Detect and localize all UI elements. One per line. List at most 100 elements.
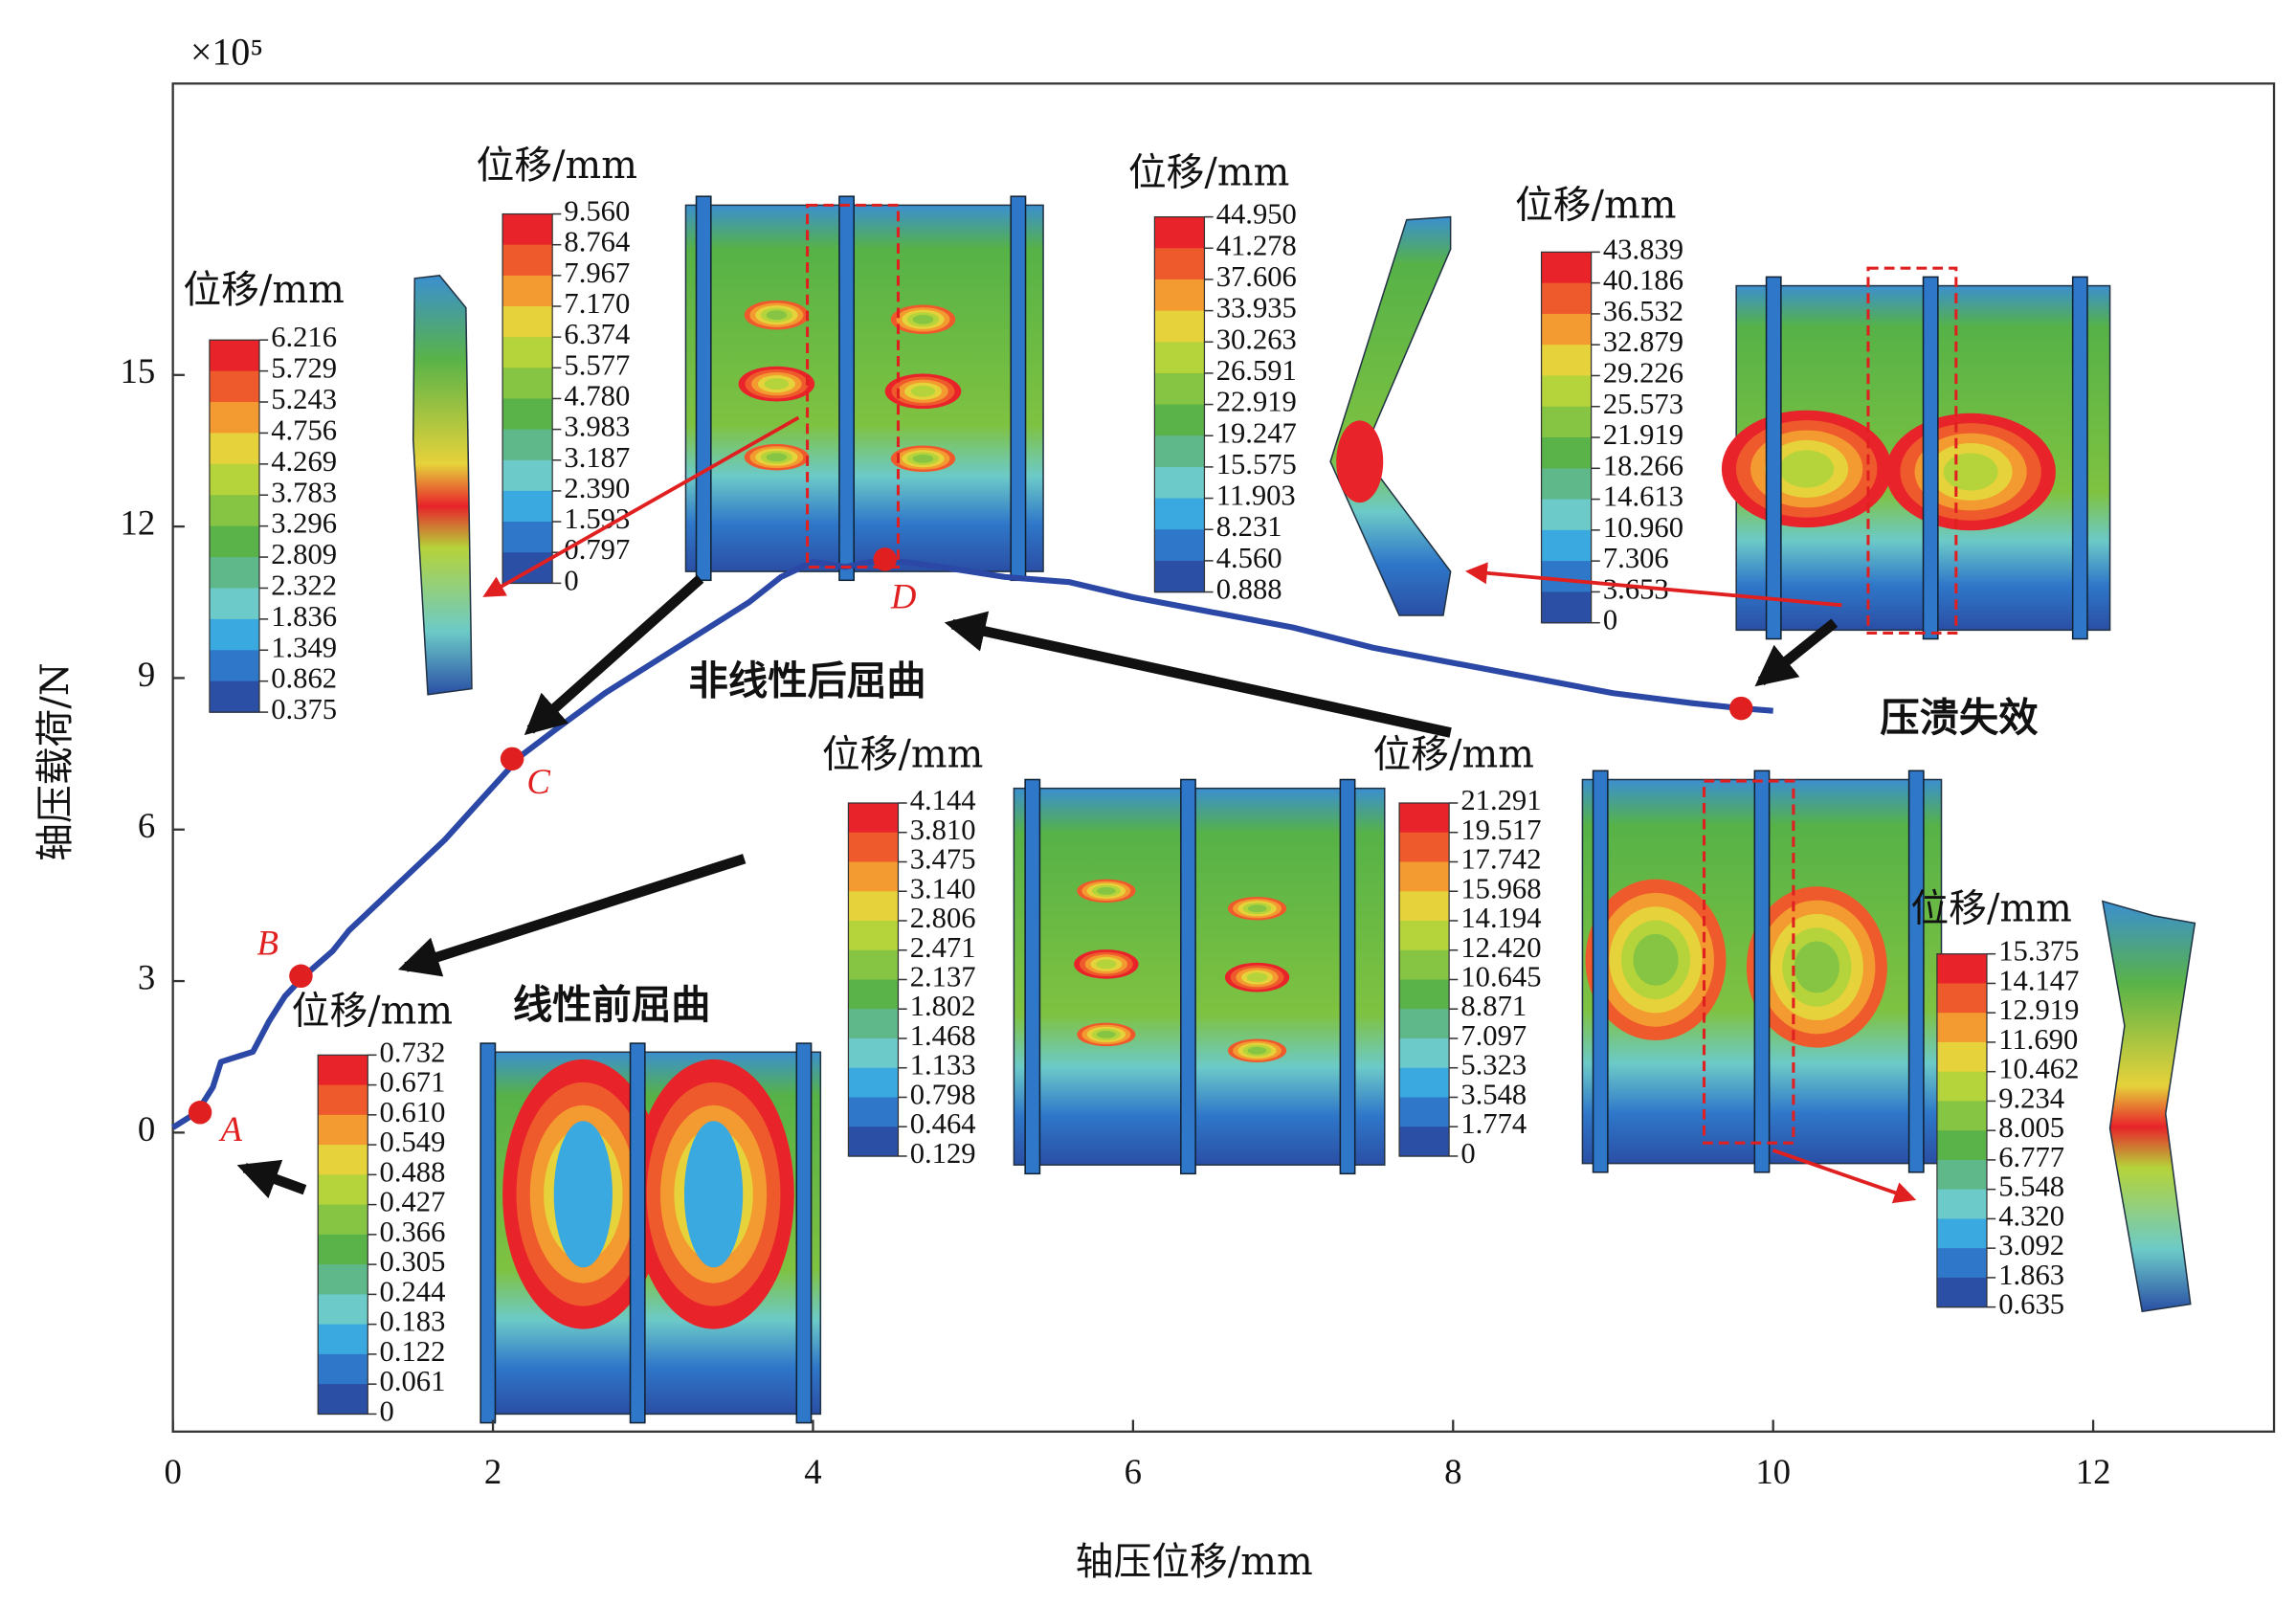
axis-multiplier: ×10⁵ — [190, 31, 263, 73]
stiffener — [695, 195, 712, 582]
colorbars: 位移/mm 6.2165.7295.2434.7564.2693.7833.296… — [183, 144, 2079, 1427]
colorbar-label: 5.323 — [1460, 1049, 1527, 1082]
colorbar-label: 0 — [1460, 1137, 1475, 1170]
contour-blob — [1246, 972, 1268, 983]
colorbar-band — [502, 275, 553, 307]
contour-blob — [766, 453, 788, 462]
contour-blob — [1943, 453, 1998, 491]
arrow — [482, 415, 800, 597]
colorbar-label: 9.234 — [1998, 1082, 2064, 1114]
colorbar-label: 4.144 — [910, 784, 976, 816]
contour-blob — [764, 378, 790, 390]
colorbar-band — [209, 588, 259, 620]
contour-blob — [553, 1121, 613, 1268]
colorbar-label: 0.488 — [380, 1155, 446, 1188]
colorbar-label: 29.226 — [1603, 357, 1683, 390]
colorbar-band — [1154, 466, 1205, 500]
colorbar-band — [848, 1126, 899, 1157]
colorbar-label: 9.560 — [564, 195, 630, 228]
colorbar-band — [848, 861, 899, 893]
colorbar-label: 0.862 — [271, 662, 337, 695]
x-tick-label: 0 — [164, 1452, 181, 1491]
colorbar-label: 17.742 — [1460, 843, 1541, 876]
colorbar-band — [1936, 1071, 1987, 1103]
colorbar-label: 37.606 — [1216, 260, 1297, 293]
colorbar-band — [318, 1234, 368, 1265]
colorbar-label: 44.950 — [1216, 198, 1297, 231]
colorbar-label: 3.783 — [271, 476, 337, 508]
load-curve — [171, 556, 1773, 1130]
contour-plate — [684, 204, 1044, 572]
contour-column — [412, 275, 473, 696]
colorbar-label: 10.960 — [1603, 511, 1683, 544]
colorbar-label: 0.305 — [380, 1245, 446, 1278]
colorbar-label: 3.296 — [271, 507, 337, 540]
colorbar-label: 41.278 — [1216, 229, 1297, 261]
colorbar-band — [318, 1145, 368, 1176]
colorbar-band — [1154, 216, 1205, 250]
contour-blob — [910, 385, 936, 397]
arrow — [1464, 562, 1842, 608]
colorbar-label: 10.645 — [1460, 961, 1541, 993]
colorbar-label: 1.836 — [271, 600, 337, 633]
colorbar-label: 0.798 — [910, 1078, 976, 1110]
contour-blob — [683, 1121, 744, 1268]
stiffener — [1180, 778, 1196, 1175]
colorbar-label: 7.170 — [564, 287, 630, 320]
colorbar-label: 32.879 — [1603, 325, 1683, 358]
colorbar-title: 位移/mm — [477, 144, 637, 188]
stiffener — [795, 1042, 813, 1424]
contour-blob — [1794, 941, 1839, 993]
colorbar-band — [502, 244, 553, 277]
colorbar-band — [1399, 803, 1450, 834]
y-tick-label: 6 — [138, 806, 155, 845]
colorbar-label: 0.375 — [271, 693, 337, 725]
colorbar-label: 3.548 — [1460, 1078, 1527, 1110]
colorbar-band — [1936, 1218, 1987, 1249]
colorbar-label: 7.306 — [1603, 542, 1669, 574]
colorbar-band — [1936, 983, 1987, 1014]
colorbar-label: 21.291 — [1460, 784, 1541, 816]
colorbar-band — [502, 398, 553, 431]
colorbar-label: 0.129 — [910, 1137, 976, 1170]
colorbar-label: 0.549 — [380, 1126, 446, 1158]
y-tick-label: 9 — [138, 655, 155, 694]
colorbar-band — [848, 1067, 899, 1099]
colorbar-band — [1399, 1097, 1450, 1127]
colorbar-band — [1154, 310, 1205, 344]
colorbar-label: 21.919 — [1603, 418, 1683, 451]
colorbar-label: 1.774 — [1460, 1107, 1527, 1140]
colorbar-label: 0.610 — [380, 1096, 446, 1128]
colorbar-band — [318, 1084, 368, 1116]
colorbar-band — [502, 552, 553, 585]
colorbar-label: 0.888 — [1216, 573, 1282, 606]
colorbar-label: 8.005 — [1998, 1111, 2064, 1144]
colorbar-label: 4.756 — [271, 413, 337, 446]
colorbar-label: 18.266 — [1603, 449, 1683, 481]
colorbar-band — [1154, 248, 1205, 280]
colorbar-band — [209, 618, 259, 652]
colorbar-label: 0.671 — [380, 1066, 446, 1099]
colorbar-label: 22.919 — [1216, 386, 1297, 418]
contour-column — [1329, 215, 1452, 616]
colorbar-label: 0.635 — [1998, 1288, 2064, 1321]
colorbar-label: 4.320 — [1998, 1199, 2064, 1232]
arrow — [944, 611, 1452, 738]
colorbar-band — [502, 213, 553, 246]
plot-frame — [171, 82, 2276, 1433]
colorbar-band — [502, 459, 553, 492]
x-tick-label: 10 — [1755, 1452, 1791, 1491]
colorbar-label: 1.802 — [910, 990, 976, 1022]
stiffener — [1765, 276, 1782, 640]
colorbar-label: 15.968 — [1460, 872, 1541, 904]
colorbar-band — [848, 979, 899, 1010]
colorbar-label: 12.420 — [1460, 931, 1541, 964]
contour-blob — [1336, 420, 1384, 503]
x-tick-label: 4 — [804, 1452, 821, 1491]
point-label: A — [218, 1109, 243, 1149]
colorbar-band — [1154, 560, 1205, 593]
y-tick-label: 15 — [121, 351, 156, 390]
colorbar-band — [1541, 406, 1592, 438]
colorbar-band — [1399, 1126, 1450, 1157]
colorbar-label: 4.780 — [564, 379, 630, 412]
